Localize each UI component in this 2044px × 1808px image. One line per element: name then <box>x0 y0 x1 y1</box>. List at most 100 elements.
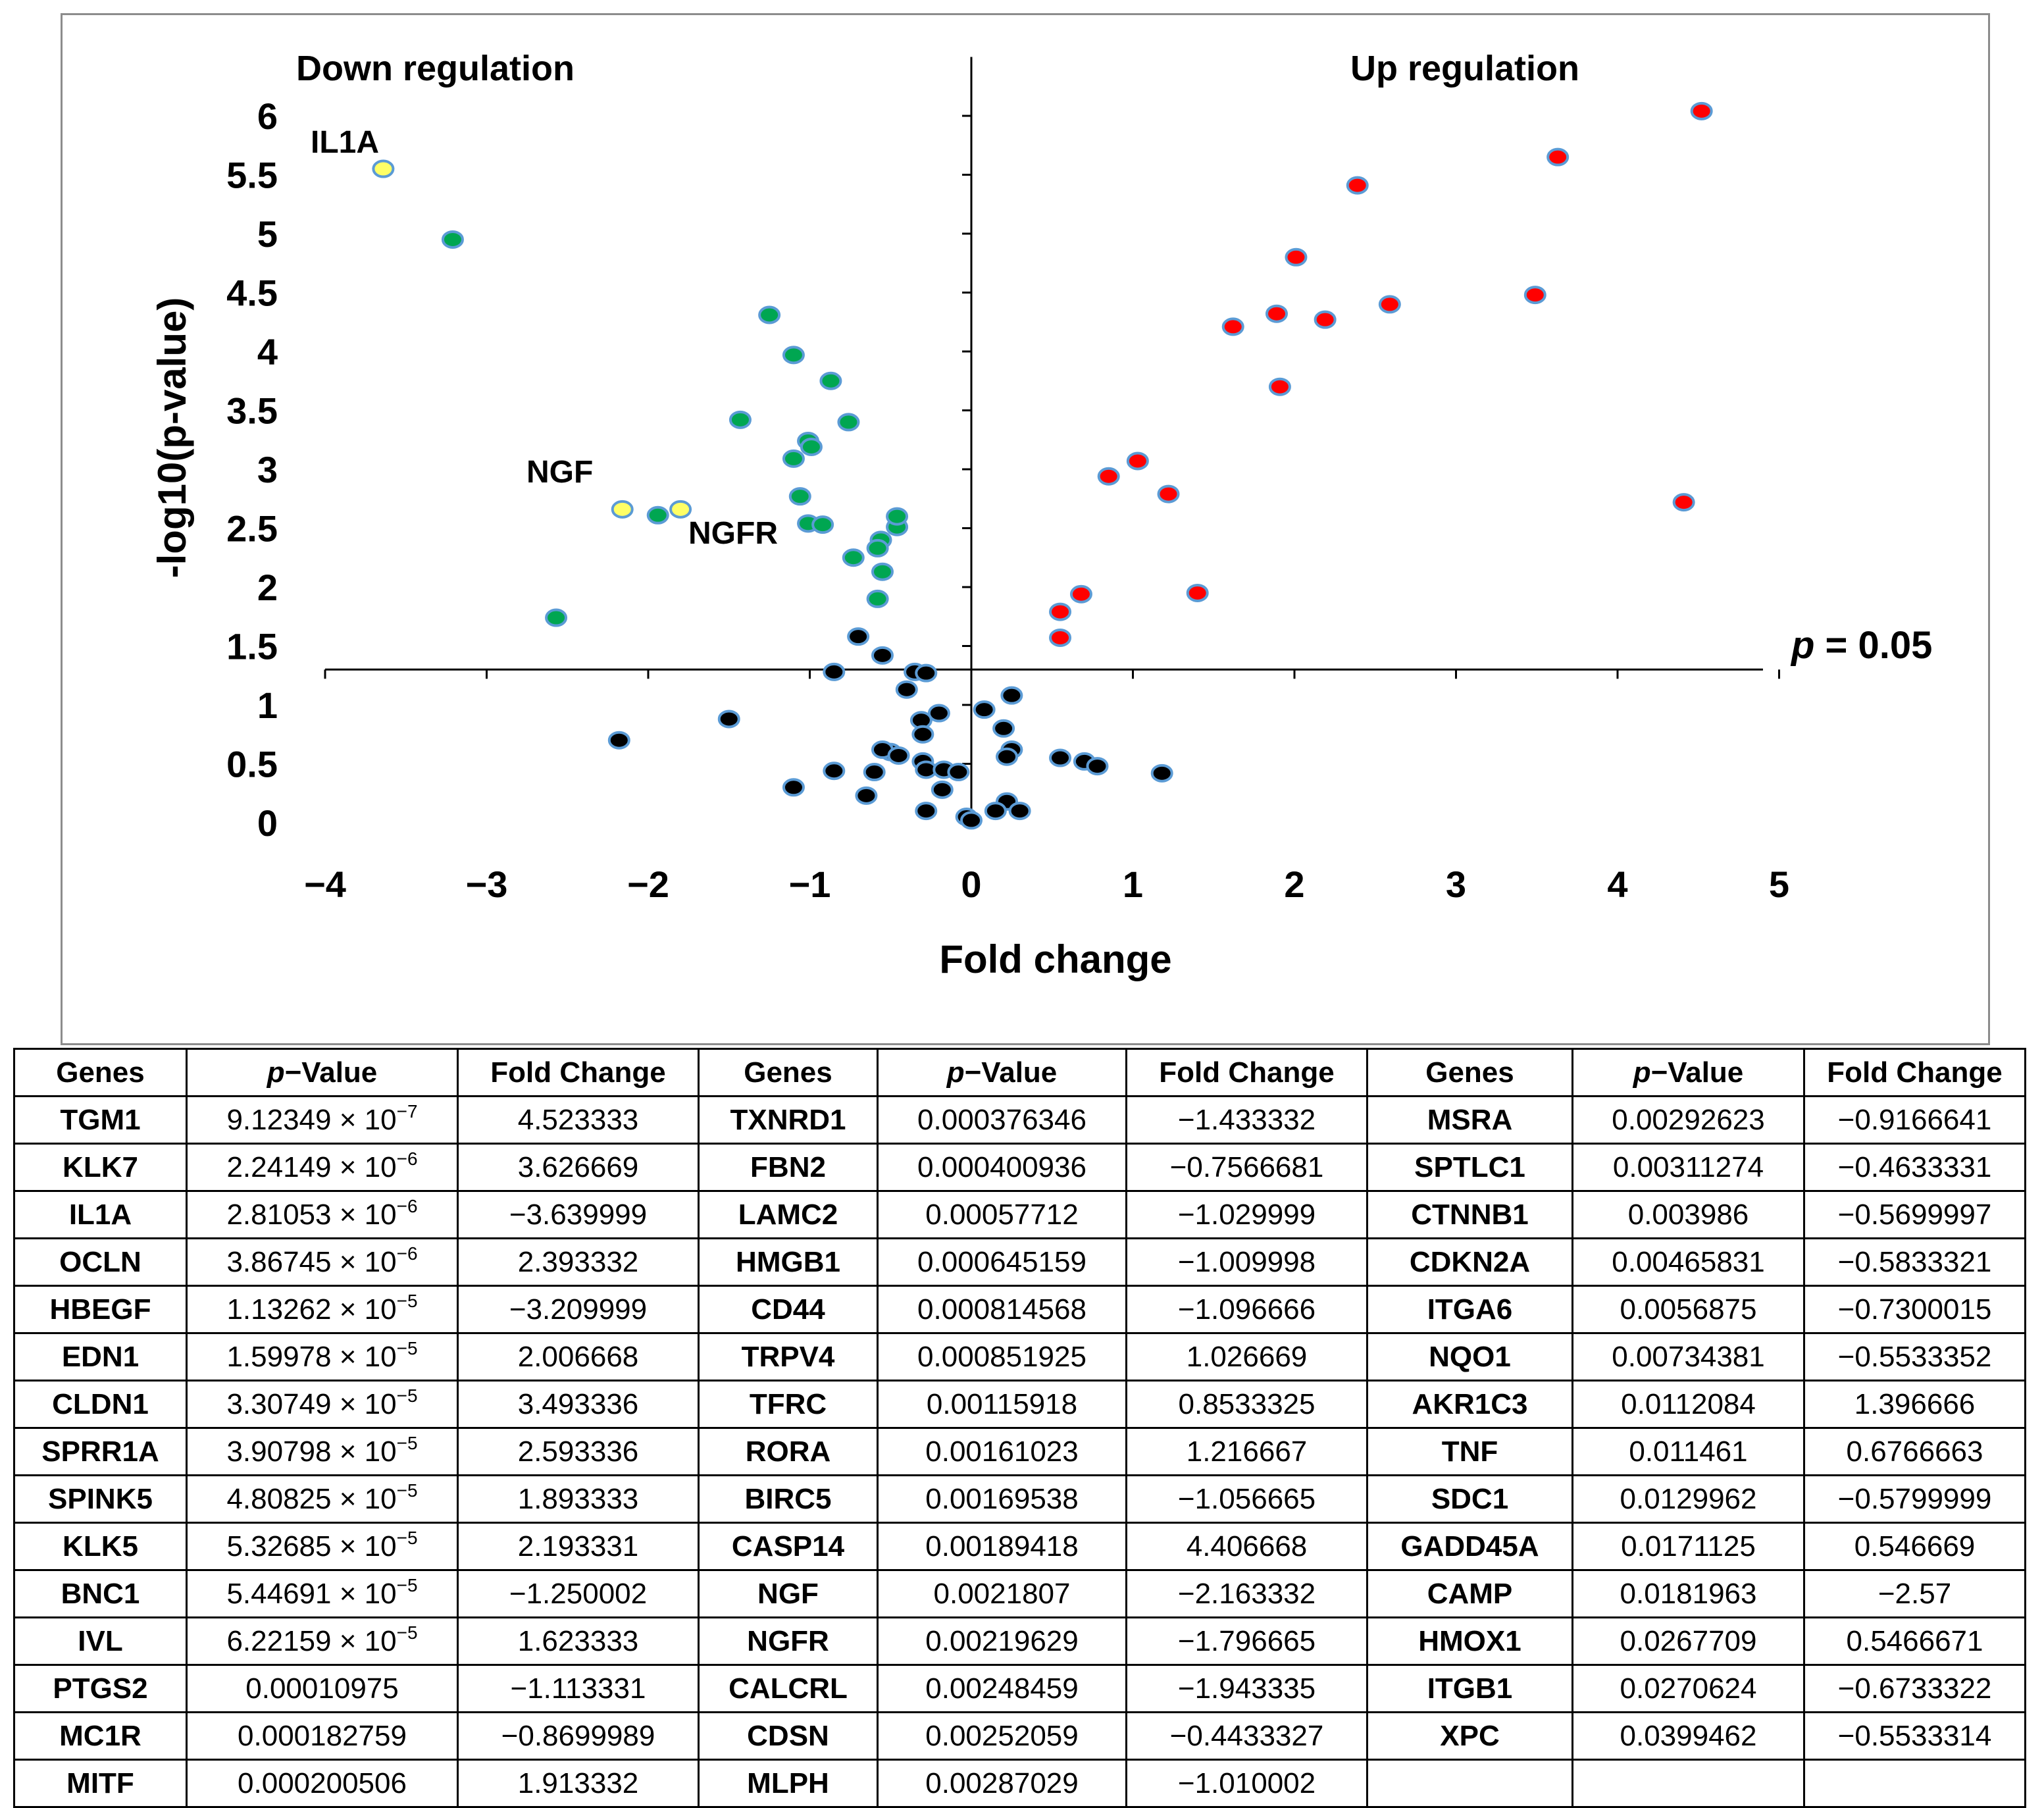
p-value-cell: 3.30749 × 10−5 <box>186 1380 459 1429</box>
x-axis-title: Fold change <box>939 937 1171 981</box>
ns-point <box>607 731 630 750</box>
gene-cell: EDN1 <box>13 1332 188 1382</box>
x-tick-label: −4 <box>304 864 346 905</box>
gene-cell: CDKN2A <box>1366 1237 1573 1287</box>
up-point <box>1265 304 1288 323</box>
fold-change-cell: −1.029999 <box>1125 1190 1368 1239</box>
gene-cell: ITGA6 <box>1366 1285 1573 1334</box>
y-tick-label: 3 <box>257 449 278 490</box>
fold-change-cell: 2.393332 <box>457 1237 700 1287</box>
p-value-cell: 0.00189418 <box>877 1522 1127 1571</box>
gene-cell: HBEGF <box>13 1285 188 1334</box>
fold-change-cell: 2.193331 <box>457 1522 700 1571</box>
fold-change-cell: −1.113331 <box>457 1664 700 1713</box>
fold-change-cell: −0.5799999 <box>1803 1474 2026 1524</box>
fold-change-cell: −3.209999 <box>457 1285 700 1334</box>
p-value-cell: 0.00734381 <box>1571 1332 1805 1382</box>
p-value-cell: 0.0267709 <box>1571 1616 1805 1666</box>
p-value-cell: 3.90798 × 10−5 <box>186 1427 459 1476</box>
fold-change-cell: 0.8533325 <box>1125 1380 1368 1429</box>
up-point <box>1314 310 1337 329</box>
fold-change-cell: −0.6733322 <box>1803 1664 2026 1713</box>
ns-point <box>1008 802 1031 821</box>
x-tick-label: 0 <box>961 864 981 905</box>
gene-cell: BIRC5 <box>698 1474 879 1524</box>
fold-change-cell: −0.7300015 <box>1803 1285 2026 1334</box>
p-value-cell: 0.000182759 <box>186 1711 459 1761</box>
ns-point <box>915 802 938 821</box>
fold-change-cell: −0.7566681 <box>1125 1143 1368 1192</box>
up-point <box>1069 584 1092 604</box>
p-value-cell: 0.0171125 <box>1571 1522 1805 1571</box>
x-tick-label: 4 <box>1607 864 1627 905</box>
header-fold-change: Fold Change <box>457 1048 700 1097</box>
gene-cell: TRPV4 <box>698 1332 879 1382</box>
p-value-cell: 2.81053 × 10−6 <box>186 1190 459 1239</box>
table-row: TGM1 9.12349 × 10−7 4.523333 TXNRD1 0.000376… <box>13 1095 2026 1145</box>
gene-cell: NGFR <box>698 1616 879 1666</box>
gene-table: Genes p−Value Fold Change Genes p−Value Fold … <box>13 1048 2026 1808</box>
gene-cell: CD44 <box>698 1285 879 1334</box>
up-point <box>1285 247 1308 267</box>
p-value-cell: 2.24149 × 10−6 <box>186 1143 459 1192</box>
ns-point <box>871 646 894 665</box>
down-point <box>758 305 781 324</box>
ns-point <box>911 725 934 744</box>
y-axis-title: -log10(p-value) <box>150 297 194 579</box>
gene-cell: KLK5 <box>13 1522 188 1571</box>
chart-frame <box>61 13 1990 1045</box>
down-point <box>782 346 805 365</box>
header-p-value: p−Value <box>877 1048 1127 1097</box>
y-tick-label: 1 <box>257 684 278 726</box>
p-value-cell: 0.0056875 <box>1571 1285 1805 1334</box>
fold-change-cell: 0.546669 <box>1803 1522 2026 1571</box>
fold-change-cell: 3.626669 <box>457 1143 700 1192</box>
gene-cell: CTNNB1 <box>1366 1190 1573 1239</box>
up-point <box>1221 317 1244 336</box>
table-row: OCLN 3.86745 × 10−6 2.393332 HMGB1 0.0006451… <box>13 1237 2026 1287</box>
fold-change-cell: 4.523333 <box>457 1095 700 1145</box>
ns-point <box>1150 763 1173 783</box>
y-tick-label: 2.5 <box>226 508 278 550</box>
p-value-cell: 5.44691 × 10−5 <box>186 1569 459 1618</box>
p-value-cell: 0.011461 <box>1571 1427 1805 1476</box>
table-row: IL1A 2.81053 × 10−6 −3.639999 LAMC2 0.000577… <box>13 1190 2026 1239</box>
ns-point <box>855 786 878 805</box>
point-label-ngfr: NGFR <box>688 516 778 551</box>
gene-cell: NGF <box>698 1569 879 1618</box>
p-value-cell: 0.000645159 <box>877 1237 1127 1287</box>
up-point <box>1186 583 1209 602</box>
x-tick-label: −3 <box>466 864 508 905</box>
up-point <box>1268 377 1291 396</box>
gene-cell: OCLN <box>13 1237 188 1287</box>
p-value-cell: 0.0112084 <box>1571 1380 1805 1429</box>
gene-cell: KLK7 <box>13 1143 188 1192</box>
down-point <box>866 589 889 608</box>
down-point <box>837 413 860 432</box>
ns-point <box>887 746 910 765</box>
p-value-cell: 0.00057712 <box>877 1190 1127 1239</box>
gene-cell: ITGB1 <box>1366 1664 1573 1713</box>
table-row: EDN1 1.59978 × 10−5 2.006668 TRPV4 0.0008519… <box>13 1332 2026 1382</box>
ns-point <box>847 627 870 646</box>
down-point <box>886 507 909 526</box>
table-row: BNC1 5.44691 × 10−5 −1.250002 NGF 0.0021807−… <box>13 1569 2026 1618</box>
p-value-cell: 1.13262 × 10−5 <box>186 1285 459 1334</box>
gene-cell: SPRR1A <box>13 1427 188 1476</box>
p-value-cell: 5.32685 × 10−5 <box>186 1522 459 1571</box>
fold-change-cell: 1.026669 <box>1125 1332 1368 1382</box>
volcano-plot: 0 0.5 1 1.5 2 2.5 3 3.5 4 4.5 5 5.5 6 −4 −3 −2 −1 0 1 2 3 4 5 F… <box>150 49 1932 981</box>
p-value-cell: 0.00169538 <box>877 1474 1127 1524</box>
x-tick-label: 3 <box>1446 864 1466 905</box>
down-point <box>788 487 811 506</box>
p-value-cell: 0.00311274 <box>1571 1143 1805 1192</box>
fold-change-cell: 1.893333 <box>457 1474 700 1524</box>
gene-cell: CAMP <box>1366 1569 1573 1618</box>
header-genes: Genes <box>1366 1048 1573 1097</box>
fold-change-cell: 1.396666 <box>1803 1380 2026 1429</box>
up-point <box>1126 452 1149 471</box>
table-row: KLK5 5.32685 × 10−5 2.193331 CASP14 0.001894… <box>13 1522 2026 1571</box>
down-point <box>441 230 464 249</box>
fold-change-cell: −2.163332 <box>1125 1569 1368 1618</box>
x-tick-label: 1 <box>1123 864 1143 905</box>
